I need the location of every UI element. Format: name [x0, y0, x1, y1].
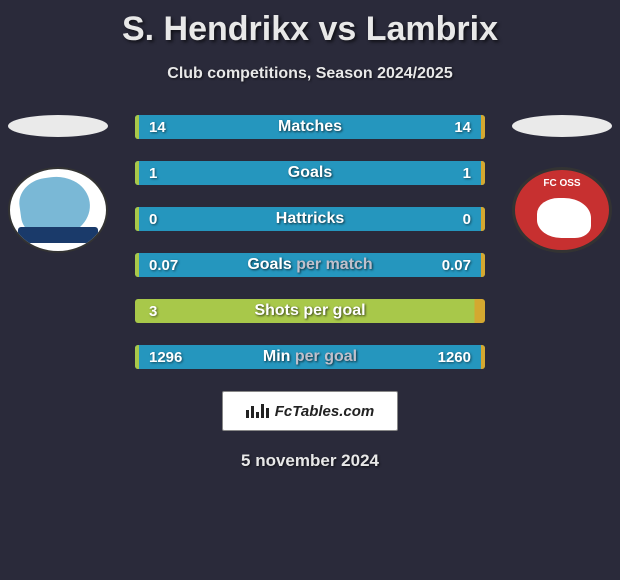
- content-area: FC OSS 14 Matches 14 1 Goals 1 0 Hattricks 0 0.07…: [0, 115, 620, 369]
- player-right-silhouette: [512, 115, 612, 137]
- chart-icon: [246, 404, 269, 418]
- stat-label: Goals: [288, 164, 332, 182]
- stat-value-right: 0: [463, 211, 471, 228]
- bull-icon: [537, 198, 591, 238]
- stat-value-left: 3: [149, 303, 157, 320]
- stat-value-left: 14: [149, 119, 166, 136]
- club-badge-left: [8, 167, 108, 253]
- stat-value-left: 1296: [149, 349, 182, 366]
- stat-label: Min per goal: [263, 348, 357, 366]
- badge-banner: [18, 227, 98, 243]
- stat-row: 14 Matches 14: [135, 115, 485, 139]
- stat-value-left: 0: [149, 211, 157, 228]
- brand-text: FcTables.com: [275, 403, 374, 420]
- stat-value-right: 14: [454, 119, 471, 136]
- page-title: S. Hendrikx vs Lambrix: [0, 0, 620, 49]
- stat-value-right: 0.07: [442, 257, 471, 274]
- stat-value-left: 1: [149, 165, 157, 182]
- stats-table: 14 Matches 14 1 Goals 1 0 Hattricks 0 0.07 Goals p…: [135, 115, 485, 369]
- stat-row: 1296 Min per goal 1260: [135, 345, 485, 369]
- club-badge-right: FC OSS: [512, 167, 612, 253]
- player-right-column: FC OSS: [512, 115, 612, 253]
- brand-logo: FcTables.com: [222, 391, 398, 431]
- stat-row: 0 Hattricks 0: [135, 207, 485, 231]
- stat-label: Matches: [278, 118, 342, 136]
- stat-row: 3 Shots per goal: [135, 299, 485, 323]
- stat-row: 0.07 Goals per match 0.07: [135, 253, 485, 277]
- subtitle: Club competitions, Season 2024/2025: [0, 65, 620, 83]
- stat-value-right: 1: [463, 165, 471, 182]
- stat-value-right: 1260: [438, 349, 471, 366]
- stat-label: Shots per goal: [254, 302, 365, 320]
- player-left-column: [8, 115, 108, 253]
- badge-right-text: FC OSS: [543, 178, 580, 189]
- stat-label: Goals per match: [247, 256, 372, 274]
- stat-label: Hattricks: [276, 210, 344, 228]
- stat-value-left: 0.07: [149, 257, 178, 274]
- player-left-silhouette: [8, 115, 108, 137]
- footer-date: 5 november 2024: [0, 451, 620, 471]
- stat-row: 1 Goals 1: [135, 161, 485, 185]
